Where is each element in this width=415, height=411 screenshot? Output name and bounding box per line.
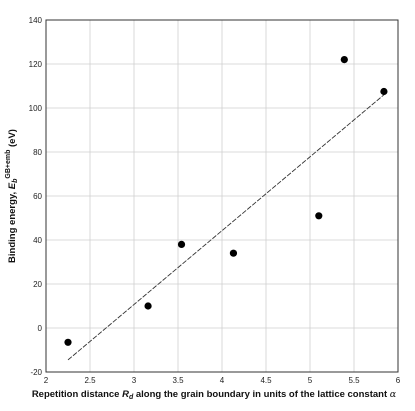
x-tick-label: 6 — [396, 376, 401, 385]
y-tick-label: 100 — [29, 104, 43, 113]
x-tick-label: 3 — [132, 376, 137, 385]
y-axis-title: Binding energy, EbGB+emb (eV) — [5, 129, 19, 263]
x-axis-title-sub: d — [129, 394, 134, 401]
x-axis-title-prefix: Repetition distance — [32, 389, 122, 400]
x-tick-label: 4 — [220, 376, 225, 385]
data-points — [64, 56, 388, 346]
y-axis-title-suffix: (eV) — [7, 129, 18, 150]
grid-lines — [45, 19, 399, 373]
y-axis-title-sup: GB+emb — [5, 150, 12, 179]
x-axis-title-var: R — [122, 389, 129, 400]
y-tick-label: -20 — [30, 368, 42, 377]
y-tick-label: 120 — [29, 60, 43, 69]
data-point — [380, 87, 388, 96]
x-axis-title-symbol: α — [390, 389, 397, 400]
x-tick-label: 2.5 — [84, 376, 96, 385]
y-tick-label: 140 — [29, 16, 43, 25]
x-tick-label: 4.5 — [260, 376, 272, 385]
fit-line-layer — [67, 94, 385, 361]
fit-line — [67, 94, 385, 361]
y-tick-label: 80 — [33, 148, 42, 157]
y-tick-label: 20 — [33, 280, 42, 289]
plot-frame — [45, 19, 399, 373]
x-tick-label: 3.5 — [172, 376, 184, 385]
x-tick-label: 5 — [308, 376, 313, 385]
x-axis-title: Repetition distance Rd along the grain b… — [32, 389, 397, 401]
y-axis-title-prefix: Binding energy, — [7, 189, 18, 263]
data-point — [64, 338, 72, 346]
data-point — [177, 240, 186, 248]
tick-labels: 2 2.5 3 3.5 4 4.5 5 5.5 6 -20 0 20 40 60 80 100 120 140 — [29, 16, 401, 385]
y-tick-label: 0 — [38, 324, 43, 333]
x-tick-label: 2 — [44, 376, 49, 385]
y-tick-label: 40 — [33, 236, 42, 245]
y-tick-label: 60 — [33, 192, 42, 201]
y-axis-title-var: E — [7, 182, 18, 189]
data-point — [315, 212, 323, 220]
x-tick-label: 5.5 — [348, 376, 360, 385]
x-axis-title-suffix: along the grain boundary in units of the… — [133, 389, 390, 400]
y-axis-title-sub: b — [12, 178, 19, 183]
data-point — [229, 249, 238, 257]
data-point — [340, 56, 348, 64]
data-point — [144, 302, 152, 310]
